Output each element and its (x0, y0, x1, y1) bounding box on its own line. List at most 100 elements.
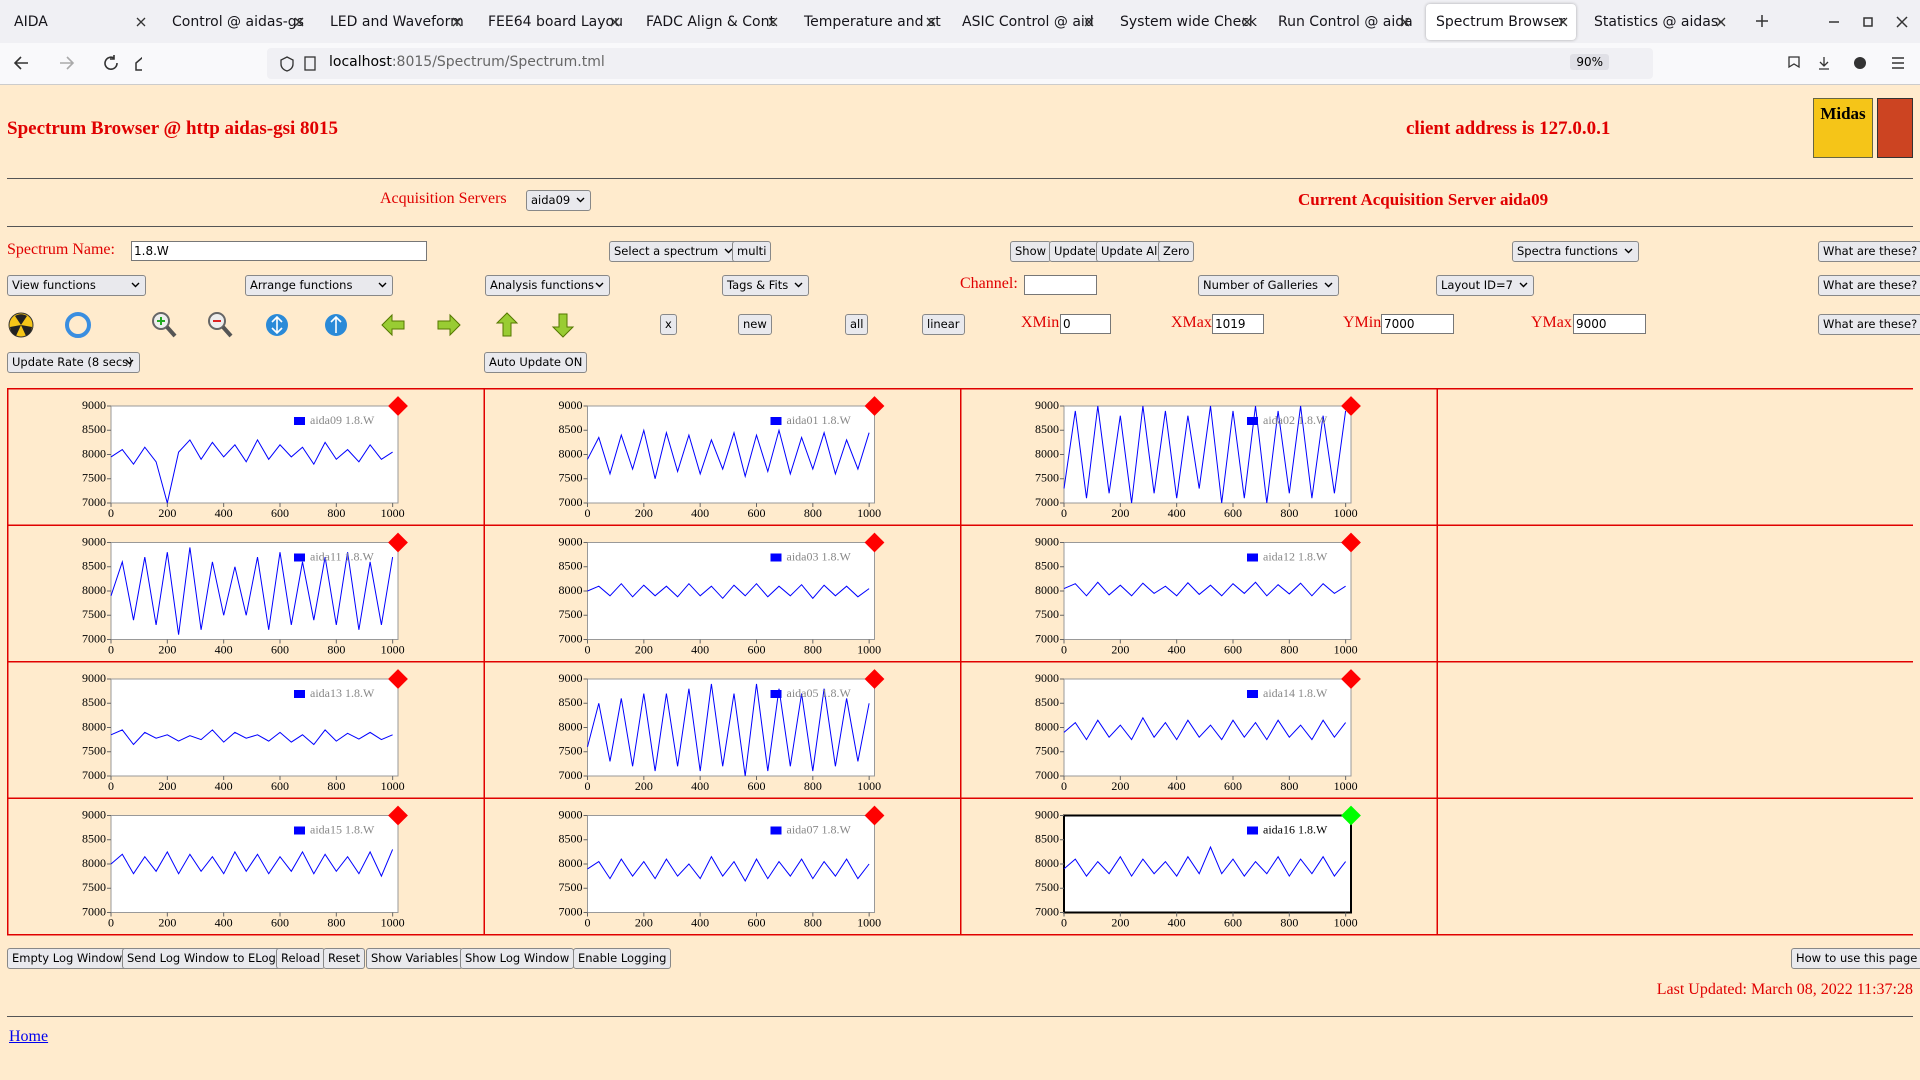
y-tick-label: 7000 (1035, 768, 1059, 782)
what-button[interactable]: What are these? (1818, 241, 1920, 262)
tab-close[interactable] (294, 17, 304, 27)
legend-text: aida11 1.8.W (310, 549, 375, 563)
home-link[interactable]: Home (9, 1028, 49, 1045)
rule (7, 226, 1913, 227)
all-button[interactable]: all (845, 314, 869, 335)
y-tick-label: 7500 (559, 471, 583, 485)
tab-close[interactable] (610, 17, 620, 27)
chevron (1324, 282, 1333, 288)
tags-fits[interactable]: Tags & Fits (722, 275, 810, 296)
tab[interactable]: Spectrum Browser (1426, 4, 1576, 40)
help-button[interactable]: How to use this page (1791, 948, 1920, 969)
footer-button[interactable]: Reload (276, 948, 326, 969)
zero-button[interactable]: Zero (1158, 241, 1195, 262)
layout-select[interactable]: Layout ID=7 (1436, 275, 1534, 296)
spectra-functions[interactable]: Spectra functions (1512, 241, 1639, 262)
xmax-input[interactable] (1212, 314, 1264, 334)
legend-text: aida07 1.8.W (787, 822, 852, 836)
footer-button[interactable]: Empty Log Window (7, 948, 128, 969)
nav-buttons[interactable] (12, 53, 142, 73)
tab[interactable]: Run Control @ aida (1268, 4, 1418, 40)
footer-button[interactable]: Send Log Window to ELog (122, 948, 281, 969)
tab[interactable]: Statistics @ aidas- (1584, 4, 1734, 40)
footer-button[interactable]: Reset (323, 948, 366, 969)
legend-swatch (770, 690, 782, 698)
tab-close[interactable] (768, 17, 778, 27)
x-tick-label: 400 (1168, 506, 1186, 520)
tab[interactable]: System wide Check (1110, 4, 1260, 40)
toolbar-icons[interactable] (8, 310, 588, 340)
x-tick-label: 600 (271, 642, 289, 656)
what-button[interactable]: What are these? (1818, 275, 1920, 296)
linear-button[interactable]: linear (922, 314, 965, 335)
tab[interactable]: LED and Waveform (320, 4, 470, 40)
x-tick-label: 800 (804, 642, 822, 656)
ymin-input[interactable] (1381, 314, 1454, 334)
spectrum-name-input[interactable] (131, 241, 427, 261)
new-button[interactable]: new (738, 314, 772, 335)
number-of-galleries[interactable]: Number of Galleries (1198, 275, 1340, 296)
tab[interactable]: Control @ aidas-gs (162, 4, 312, 40)
arrange-functions[interactable]: Arrange functions (245, 275, 393, 296)
channel-input[interactable] (1024, 275, 1097, 295)
legend-text: aida03 1.8.W (787, 549, 852, 563)
new-tab[interactable] (1754, 13, 1770, 29)
plot-area (1063, 405, 1352, 504)
select-text: Tags & Fits (727, 278, 789, 292)
chevron (724, 248, 733, 254)
y-tick-label: 8500 (559, 559, 583, 573)
x-tick-label: 600 (271, 915, 289, 929)
select-spectrum[interactable]: Select a spectrum (609, 241, 740, 262)
tab-close[interactable] (1242, 17, 1252, 27)
update-all-button[interactable]: Update All (1096, 241, 1166, 262)
server-select[interactable]: aida09 (526, 190, 592, 211)
plot-area (110, 678, 399, 777)
view-functions[interactable]: View functions (7, 275, 146, 296)
spectrum-line (587, 428, 870, 479)
tab-close[interactable] (452, 17, 462, 27)
tab[interactable]: AIDA (4, 4, 154, 40)
tab-close[interactable] (926, 17, 936, 27)
analysis-functions[interactable]: Analysis functions (485, 275, 610, 296)
legend-text: aida09 1.8.W (310, 413, 375, 427)
tab[interactable]: Temperature and st (794, 4, 944, 40)
y-tick-label: 8000 (82, 856, 106, 870)
tab-close[interactable] (1400, 17, 1410, 27)
show-button[interactable]: Show (1010, 241, 1052, 262)
toolbar-icons[interactable] (1674, 54, 1914, 74)
x-tick-label: 0 (585, 506, 591, 520)
footer-button[interactable]: Show Log Window (460, 948, 575, 969)
footer-button[interactable]: Enable Logging (573, 948, 672, 969)
x-button[interactable]: x (660, 314, 677, 335)
tab[interactable]: FADC Align & Cont (636, 4, 786, 40)
multi-button[interactable]: multi (732, 241, 772, 262)
tab-close[interactable] (136, 17, 146, 27)
xmin-input[interactable] (1060, 314, 1111, 334)
ymax-input[interactable] (1573, 314, 1646, 334)
tab-title: FEE64 board Layou (488, 14, 623, 30)
spectrum-line (110, 849, 394, 878)
status-diamond (1341, 396, 1361, 416)
y-tick-label: 8500 (559, 695, 583, 709)
tab[interactable]: ASIC Control @ aid (952, 4, 1102, 40)
url-bar[interactable]: localhost:8015/Spectrum/Spectrum.tml 90% (267, 48, 1653, 79)
what-button[interactable]: What are these? (1818, 314, 1920, 335)
tab-close[interactable] (1558, 17, 1568, 27)
tab-close[interactable] (1084, 17, 1094, 27)
x-tick-label: 400 (691, 642, 709, 656)
x-tick-label: 0 (108, 915, 114, 929)
auto-update-button[interactable]: Auto Update ON (484, 352, 588, 373)
footer-button[interactable]: Show Variables (366, 948, 464, 969)
x-tick-label: 0 (1061, 506, 1067, 520)
tab-close[interactable] (1716, 17, 1726, 27)
chevron (131, 282, 140, 288)
zoom-level[interactable]: 90% (1570, 54, 1609, 70)
y-tick-label: 7000 (1035, 904, 1059, 918)
update-button[interactable]: Update (1049, 241, 1101, 262)
tab[interactable]: FEE64 board Layou (478, 4, 628, 40)
window-controls[interactable] (1826, 14, 1920, 30)
update-rate[interactable]: Update Rate (8 secs) (7, 352, 140, 373)
x-tick-label: 0 (585, 779, 591, 793)
y-tick-label: 8500 (1035, 832, 1059, 846)
gallery: 7000 7500 8000 8500 9000 0 200 400 600 800 1000 aid… (82, 805, 408, 929)
